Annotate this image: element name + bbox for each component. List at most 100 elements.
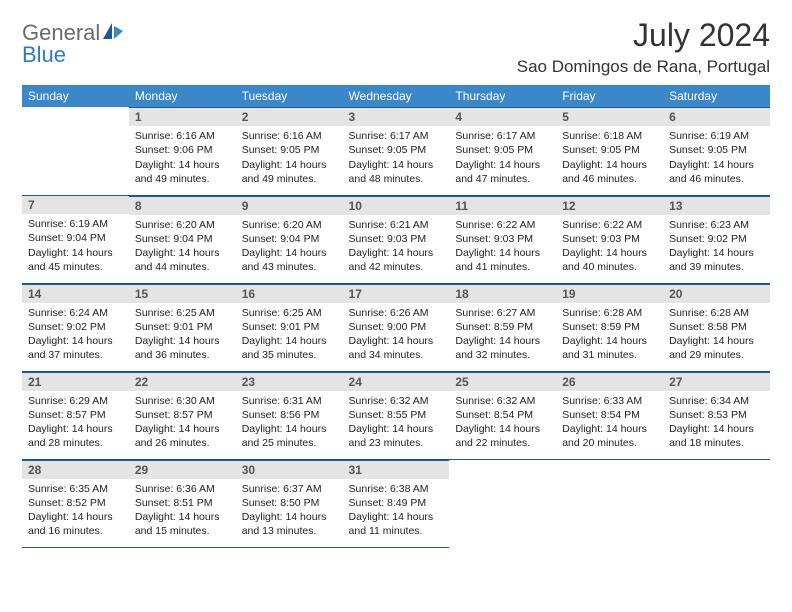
day-details: Sunrise: 6:25 AMSunset: 9:01 PMDaylight:… bbox=[236, 303, 343, 367]
sunset-text: Sunset: 9:05 PM bbox=[669, 143, 764, 157]
calendar-cell: 21Sunrise: 6:29 AMSunset: 8:57 PMDayligh… bbox=[22, 371, 129, 459]
daylight-text: Daylight: 14 hours bbox=[242, 158, 337, 172]
weekday-header: Tuesday bbox=[236, 85, 343, 107]
day-number: 25 bbox=[449, 372, 556, 391]
day-details: Sunrise: 6:20 AMSunset: 9:04 PMDaylight:… bbox=[129, 215, 236, 279]
daylight-text: and 25 minutes. bbox=[242, 436, 337, 450]
daylight-text: Daylight: 14 hours bbox=[455, 246, 550, 260]
daylight-text: Daylight: 14 hours bbox=[669, 422, 764, 436]
sunset-text: Sunset: 8:53 PM bbox=[669, 408, 764, 422]
daylight-text: Daylight: 14 hours bbox=[349, 510, 444, 524]
daylight-text: and 32 minutes. bbox=[455, 348, 550, 362]
day-number: 21 bbox=[22, 372, 129, 391]
daylight-text: and 23 minutes. bbox=[349, 436, 444, 450]
day-details: Sunrise: 6:22 AMSunset: 9:03 PMDaylight:… bbox=[556, 215, 663, 279]
day-details: Sunrise: 6:21 AMSunset: 9:03 PMDaylight:… bbox=[343, 215, 450, 279]
day-number: 9 bbox=[236, 196, 343, 215]
day-details: Sunrise: 6:38 AMSunset: 8:49 PMDaylight:… bbox=[343, 479, 450, 543]
day-number: 28 bbox=[22, 460, 129, 479]
calendar-cell: 15Sunrise: 6:25 AMSunset: 9:01 PMDayligh… bbox=[129, 283, 236, 371]
sunrise-text: Sunrise: 6:31 AM bbox=[242, 394, 337, 408]
sunrise-text: Sunrise: 6:28 AM bbox=[669, 306, 764, 320]
sunset-text: Sunset: 9:03 PM bbox=[349, 232, 444, 246]
sunset-text: Sunset: 8:54 PM bbox=[562, 408, 657, 422]
day-details: Sunrise: 6:35 AMSunset: 8:52 PMDaylight:… bbox=[22, 479, 129, 543]
daylight-text: Daylight: 14 hours bbox=[349, 422, 444, 436]
calendar-cell: 2Sunrise: 6:16 AMSunset: 9:05 PMDaylight… bbox=[236, 107, 343, 195]
day-number: 12 bbox=[556, 196, 663, 215]
daylight-text: Daylight: 14 hours bbox=[135, 158, 230, 172]
daylight-text: and 11 minutes. bbox=[349, 524, 444, 538]
day-details: Sunrise: 6:31 AMSunset: 8:56 PMDaylight:… bbox=[236, 391, 343, 455]
sunrise-text: Sunrise: 6:32 AM bbox=[349, 394, 444, 408]
weekday-header-row: Sunday Monday Tuesday Wednesday Thursday… bbox=[22, 85, 770, 107]
sunrise-text: Sunrise: 6:36 AM bbox=[135, 482, 230, 496]
daylight-text: Daylight: 14 hours bbox=[562, 422, 657, 436]
brand-logo: General Blue bbox=[22, 18, 124, 66]
sunrise-text: Sunrise: 6:28 AM bbox=[562, 306, 657, 320]
calendar-cell: 17Sunrise: 6:26 AMSunset: 9:00 PMDayligh… bbox=[343, 283, 450, 371]
daylight-text: Daylight: 14 hours bbox=[669, 334, 764, 348]
calendar-cell: 9Sunrise: 6:20 AMSunset: 9:04 PMDaylight… bbox=[236, 195, 343, 283]
day-number: 20 bbox=[663, 284, 770, 303]
calendar-cell: 7Sunrise: 6:19 AMSunset: 9:04 PMDaylight… bbox=[22, 195, 129, 283]
calendar-cell: 8Sunrise: 6:20 AMSunset: 9:04 PMDaylight… bbox=[129, 195, 236, 283]
weekday-header: Saturday bbox=[663, 85, 770, 107]
daylight-text: Daylight: 14 hours bbox=[242, 246, 337, 260]
daylight-text: Daylight: 14 hours bbox=[242, 510, 337, 524]
sunrise-text: Sunrise: 6:33 AM bbox=[562, 394, 657, 408]
calendar-cell: 3Sunrise: 6:17 AMSunset: 9:05 PMDaylight… bbox=[343, 107, 450, 195]
sunset-text: Sunset: 9:05 PM bbox=[562, 143, 657, 157]
daylight-text: and 35 minutes. bbox=[242, 348, 337, 362]
sunrise-text: Sunrise: 6:25 AM bbox=[242, 306, 337, 320]
weekday-header: Sunday bbox=[22, 85, 129, 107]
daylight-text: Daylight: 14 hours bbox=[135, 510, 230, 524]
day-details: Sunrise: 6:16 AMSunset: 9:05 PMDaylight:… bbox=[236, 126, 343, 190]
daylight-text: and 41 minutes. bbox=[455, 260, 550, 274]
daylight-text: and 22 minutes. bbox=[455, 436, 550, 450]
day-number: 13 bbox=[663, 196, 770, 215]
sunset-text: Sunset: 8:55 PM bbox=[349, 408, 444, 422]
day-details: Sunrise: 6:23 AMSunset: 9:02 PMDaylight:… bbox=[663, 215, 770, 279]
daylight-text: and 36 minutes. bbox=[135, 348, 230, 362]
sunset-text: Sunset: 8:54 PM bbox=[455, 408, 550, 422]
daylight-text: and 37 minutes. bbox=[28, 348, 123, 362]
daylight-text: Daylight: 14 hours bbox=[669, 246, 764, 260]
day-details: Sunrise: 6:24 AMSunset: 9:02 PMDaylight:… bbox=[22, 303, 129, 367]
day-details: Sunrise: 6:27 AMSunset: 8:59 PMDaylight:… bbox=[449, 303, 556, 367]
day-details: Sunrise: 6:28 AMSunset: 8:59 PMDaylight:… bbox=[556, 303, 663, 367]
calendar-cell: 30Sunrise: 6:37 AMSunset: 8:50 PMDayligh… bbox=[236, 459, 343, 547]
day-number: 7 bbox=[22, 195, 129, 214]
calendar-cell: 31Sunrise: 6:38 AMSunset: 8:49 PMDayligh… bbox=[343, 459, 450, 547]
sunset-text: Sunset: 8:57 PM bbox=[28, 408, 123, 422]
sunset-text: Sunset: 8:59 PM bbox=[562, 320, 657, 334]
day-number: 10 bbox=[343, 196, 450, 215]
day-details: Sunrise: 6:28 AMSunset: 8:58 PMDaylight:… bbox=[663, 303, 770, 367]
sunrise-text: Sunrise: 6:38 AM bbox=[349, 482, 444, 496]
sunrise-text: Sunrise: 6:25 AM bbox=[135, 306, 230, 320]
weekday-header: Friday bbox=[556, 85, 663, 107]
calendar-row: 14Sunrise: 6:24 AMSunset: 9:02 PMDayligh… bbox=[22, 283, 770, 371]
sunrise-text: Sunrise: 6:35 AM bbox=[28, 482, 123, 496]
day-number: 16 bbox=[236, 284, 343, 303]
sunrise-text: Sunrise: 6:24 AM bbox=[28, 306, 123, 320]
sunrise-text: Sunrise: 6:34 AM bbox=[669, 394, 764, 408]
day-details: Sunrise: 6:18 AMSunset: 9:05 PMDaylight:… bbox=[556, 126, 663, 190]
day-details: Sunrise: 6:19 AMSunset: 9:04 PMDaylight:… bbox=[22, 214, 129, 278]
daylight-text: Daylight: 14 hours bbox=[455, 158, 550, 172]
daylight-text: and 47 minutes. bbox=[455, 172, 550, 186]
sunrise-text: Sunrise: 6:37 AM bbox=[242, 482, 337, 496]
day-number: 18 bbox=[449, 284, 556, 303]
calendar-cell bbox=[449, 459, 556, 547]
daylight-text: Daylight: 14 hours bbox=[562, 334, 657, 348]
weekday-header: Thursday bbox=[449, 85, 556, 107]
sunrise-text: Sunrise: 6:23 AM bbox=[669, 218, 764, 232]
daylight-text: and 46 minutes. bbox=[562, 172, 657, 186]
day-number: 5 bbox=[556, 107, 663, 126]
header: General Blue July 2024 Sao Domingos de R… bbox=[22, 18, 770, 77]
sunrise-text: Sunrise: 6:18 AM bbox=[562, 129, 657, 143]
sunset-text: Sunset: 9:03 PM bbox=[562, 232, 657, 246]
sunset-text: Sunset: 9:02 PM bbox=[669, 232, 764, 246]
sunset-text: Sunset: 9:02 PM bbox=[28, 320, 123, 334]
calendar-cell: 11Sunrise: 6:22 AMSunset: 9:03 PMDayligh… bbox=[449, 195, 556, 283]
